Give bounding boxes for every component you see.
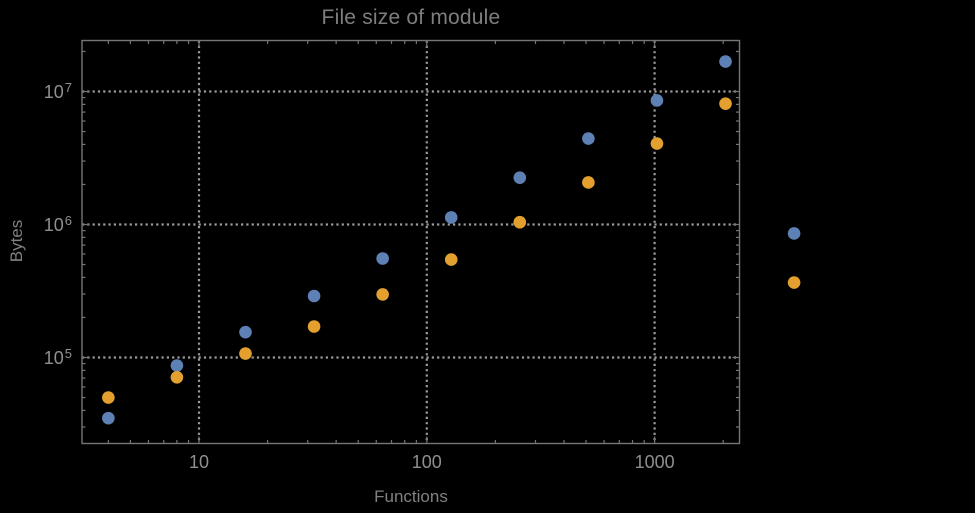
data-point-blue-x64 — [376, 252, 389, 265]
data-point-orange-x2048 — [719, 97, 732, 110]
x-axis-label: Functions — [374, 487, 448, 506]
data-point-blue-x4 — [102, 411, 115, 425]
data-point-orange-x1024 — [650, 137, 664, 150]
data-point-blue-x4096 — [787, 227, 801, 240]
data-point-orange-x4096 — [787, 276, 801, 289]
data-point-orange-x256 — [513, 215, 527, 229]
data-point-blue-x256 — [513, 171, 527, 184]
chart-title: File size of module — [321, 6, 501, 29]
data-point-orange-x64 — [376, 288, 389, 301]
data-point-orange-x32 — [307, 320, 321, 333]
data-point-blue-x32 — [307, 289, 321, 303]
data-point-blue-x512 — [582, 132, 595, 145]
data-point-orange-x8 — [170, 370, 184, 384]
data-point-blue-x1024 — [650, 94, 664, 107]
data-point-orange-x512 — [582, 176, 595, 189]
data-point-blue-x16 — [239, 325, 252, 339]
data-point-orange-x4 — [102, 391, 115, 404]
data-point-blue-x128 — [444, 211, 458, 224]
data-point-blue-x8 — [170, 359, 184, 372]
data-point-blue-x2048 — [719, 55, 732, 68]
data-point-orange-x16 — [239, 347, 252, 360]
data-point-orange-x128 — [444, 253, 458, 266]
frame-border — [81, 39, 741, 445]
